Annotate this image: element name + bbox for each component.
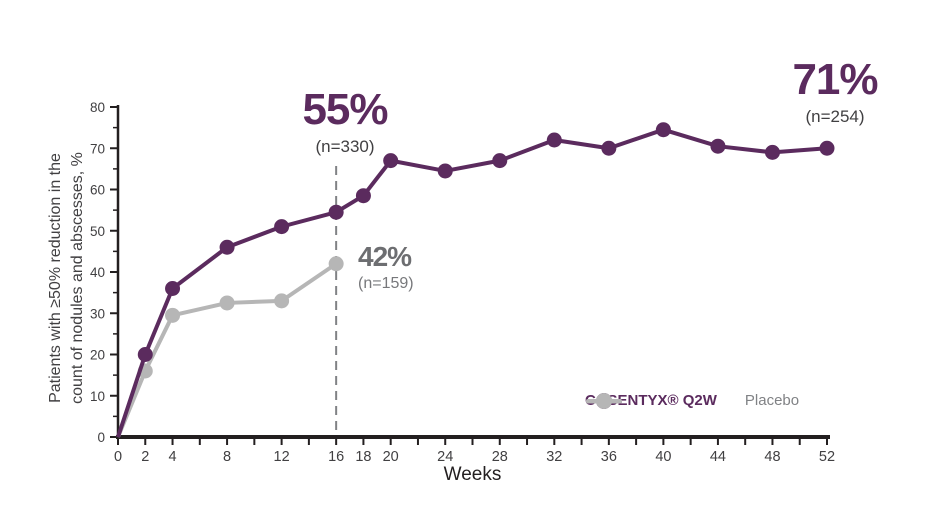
x-tick-label: 28 <box>492 449 508 465</box>
data-point <box>219 295 235 311</box>
data-point <box>492 153 508 169</box>
annotation-cosentyx-week52-n: (n=254) <box>805 107 865 126</box>
x-tick-label: 16 <box>328 449 344 465</box>
x-tick-label: 44 <box>710 449 726 465</box>
x-tick-label: 12 <box>274 449 290 465</box>
y-axis-title-line2: count of nodules and abscesses, % <box>68 152 86 404</box>
y-axis-title: Patients with ≥50% reduction in the coun… <box>45 68 89 488</box>
annotation-cosentyx-week16-n: (n=330) <box>315 137 375 156</box>
data-point <box>546 132 562 148</box>
data-point <box>328 204 344 220</box>
y-tick-label: 20 <box>90 348 105 363</box>
y-axis-title-line1: Patients with ≥50% reduction in the <box>47 153 64 403</box>
y-tick-label: 40 <box>90 265 105 280</box>
y-tick-label: 30 <box>90 306 105 321</box>
data-point <box>383 153 399 169</box>
x-tick-label: 40 <box>655 449 671 465</box>
data-point <box>764 144 780 160</box>
y-tick-label: 50 <box>90 224 105 239</box>
data-point <box>655 122 671 138</box>
annotation-placebo-week16-value: 42% <box>358 241 412 272</box>
x-tick-label: 8 <box>223 449 231 465</box>
data-point <box>274 293 290 309</box>
legend: COSENTYX® Q2W Placebo <box>585 392 799 409</box>
series-line-placebo <box>116 262 338 438</box>
legend-label-cosentyx: COSENTYX® Q2W <box>585 392 717 409</box>
data-point <box>219 239 235 255</box>
placebo-line-marker-icon <box>586 393 622 409</box>
y-tick-label: 0 <box>97 430 105 445</box>
annotation-cosentyx-week52: 71% (n=254) <box>765 55 905 126</box>
x-tick-label: 52 <box>819 449 835 465</box>
y-tick-label: 10 <box>90 389 105 404</box>
series-line-cosentyx-q2w <box>116 127 828 438</box>
data-point <box>328 256 344 272</box>
annotation-cosentyx-week52-value: 71% <box>792 55 878 104</box>
x-tick-label: 48 <box>764 449 780 465</box>
x-tick-label: 0 <box>114 449 122 465</box>
legend-item-placebo: Placebo <box>586 392 800 409</box>
data-point <box>819 140 835 156</box>
x-tick-label: 18 <box>355 449 371 465</box>
x-tick-label: 2 <box>141 449 149 465</box>
x-tick-label: 4 <box>168 449 176 465</box>
y-tick-label: 80 <box>90 100 105 115</box>
data-point <box>601 140 617 156</box>
data-point <box>165 281 181 296</box>
data-point <box>437 163 453 179</box>
annotation-cosentyx-week16: 55% (n=330) <box>275 85 415 156</box>
x-tick-label: 36 <box>601 449 617 465</box>
annotation-placebo-week16: 42% (n=159) <box>358 243 478 292</box>
annotation-cosentyx-week16-value: 55% <box>302 85 388 134</box>
data-point <box>137 347 153 362</box>
x-tick-label: 24 <box>437 449 453 465</box>
y-tick-label: 70 <box>90 141 105 156</box>
annotation-placebo-week16-n: (n=159) <box>358 275 414 292</box>
x-axis-title: Weeks <box>443 464 502 485</box>
data-point <box>274 219 290 235</box>
x-tick-label: 20 <box>383 449 399 465</box>
legend-label-placebo: Placebo <box>744 392 800 409</box>
x-tick-label: 32 <box>546 449 562 465</box>
y-tick-label: 60 <box>90 183 105 198</box>
data-point <box>710 138 726 154</box>
data-point <box>355 188 371 204</box>
data-point <box>165 307 181 323</box>
